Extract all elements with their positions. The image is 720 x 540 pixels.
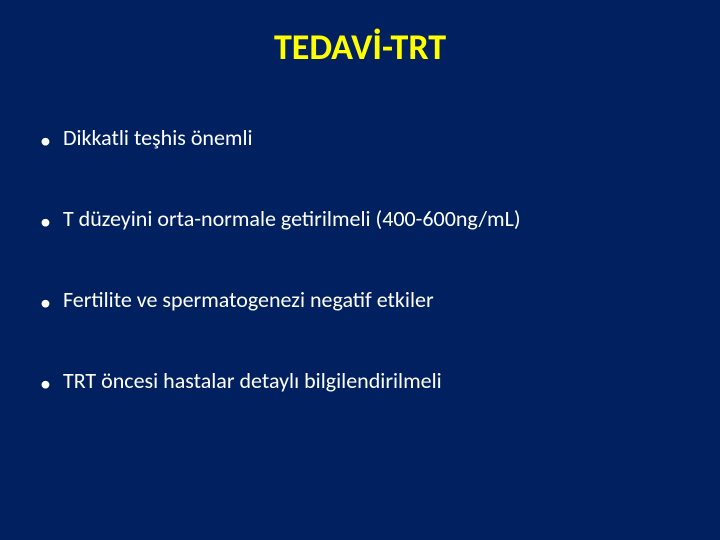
bullet-item: • T düzeyini orta-normale getirilmeli (40… — [40, 205, 680, 232]
bullet-dot-icon: • — [40, 292, 51, 314]
bullet-text: Dikkatli teşhis önemli — [63, 124, 680, 151]
slide-title: TEDAVİ-TRT — [40, 25, 680, 69]
slide-container: TEDAVİ-TRT • Dikkatli teşhis önemli • T düz… — [0, 0, 720, 540]
bullet-dot-icon: • — [40, 211, 51, 233]
bullet-list: • Dikkatli teşhis önemli • T düzeyini orta-… — [40, 124, 680, 394]
bullet-text: Fertilite ve spermatogenezi negatif etki… — [63, 286, 680, 313]
bullet-dot-icon: • — [40, 373, 51, 395]
bullet-item: • Fertilite ve spermatogenezi negatif etk… — [40, 286, 680, 313]
bullet-text: TRT öncesi hastalar detaylı bilgilendiri… — [63, 367, 680, 394]
bullet-text: T düzeyini orta-normale getirilmeli (400… — [63, 205, 680, 232]
bullet-item: • TRT öncesi hastalar detaylı bilgilendir… — [40, 367, 680, 394]
bullet-dot-icon: • — [40, 130, 51, 152]
bullet-item: • Dikkatli teşhis önemli — [40, 124, 680, 151]
